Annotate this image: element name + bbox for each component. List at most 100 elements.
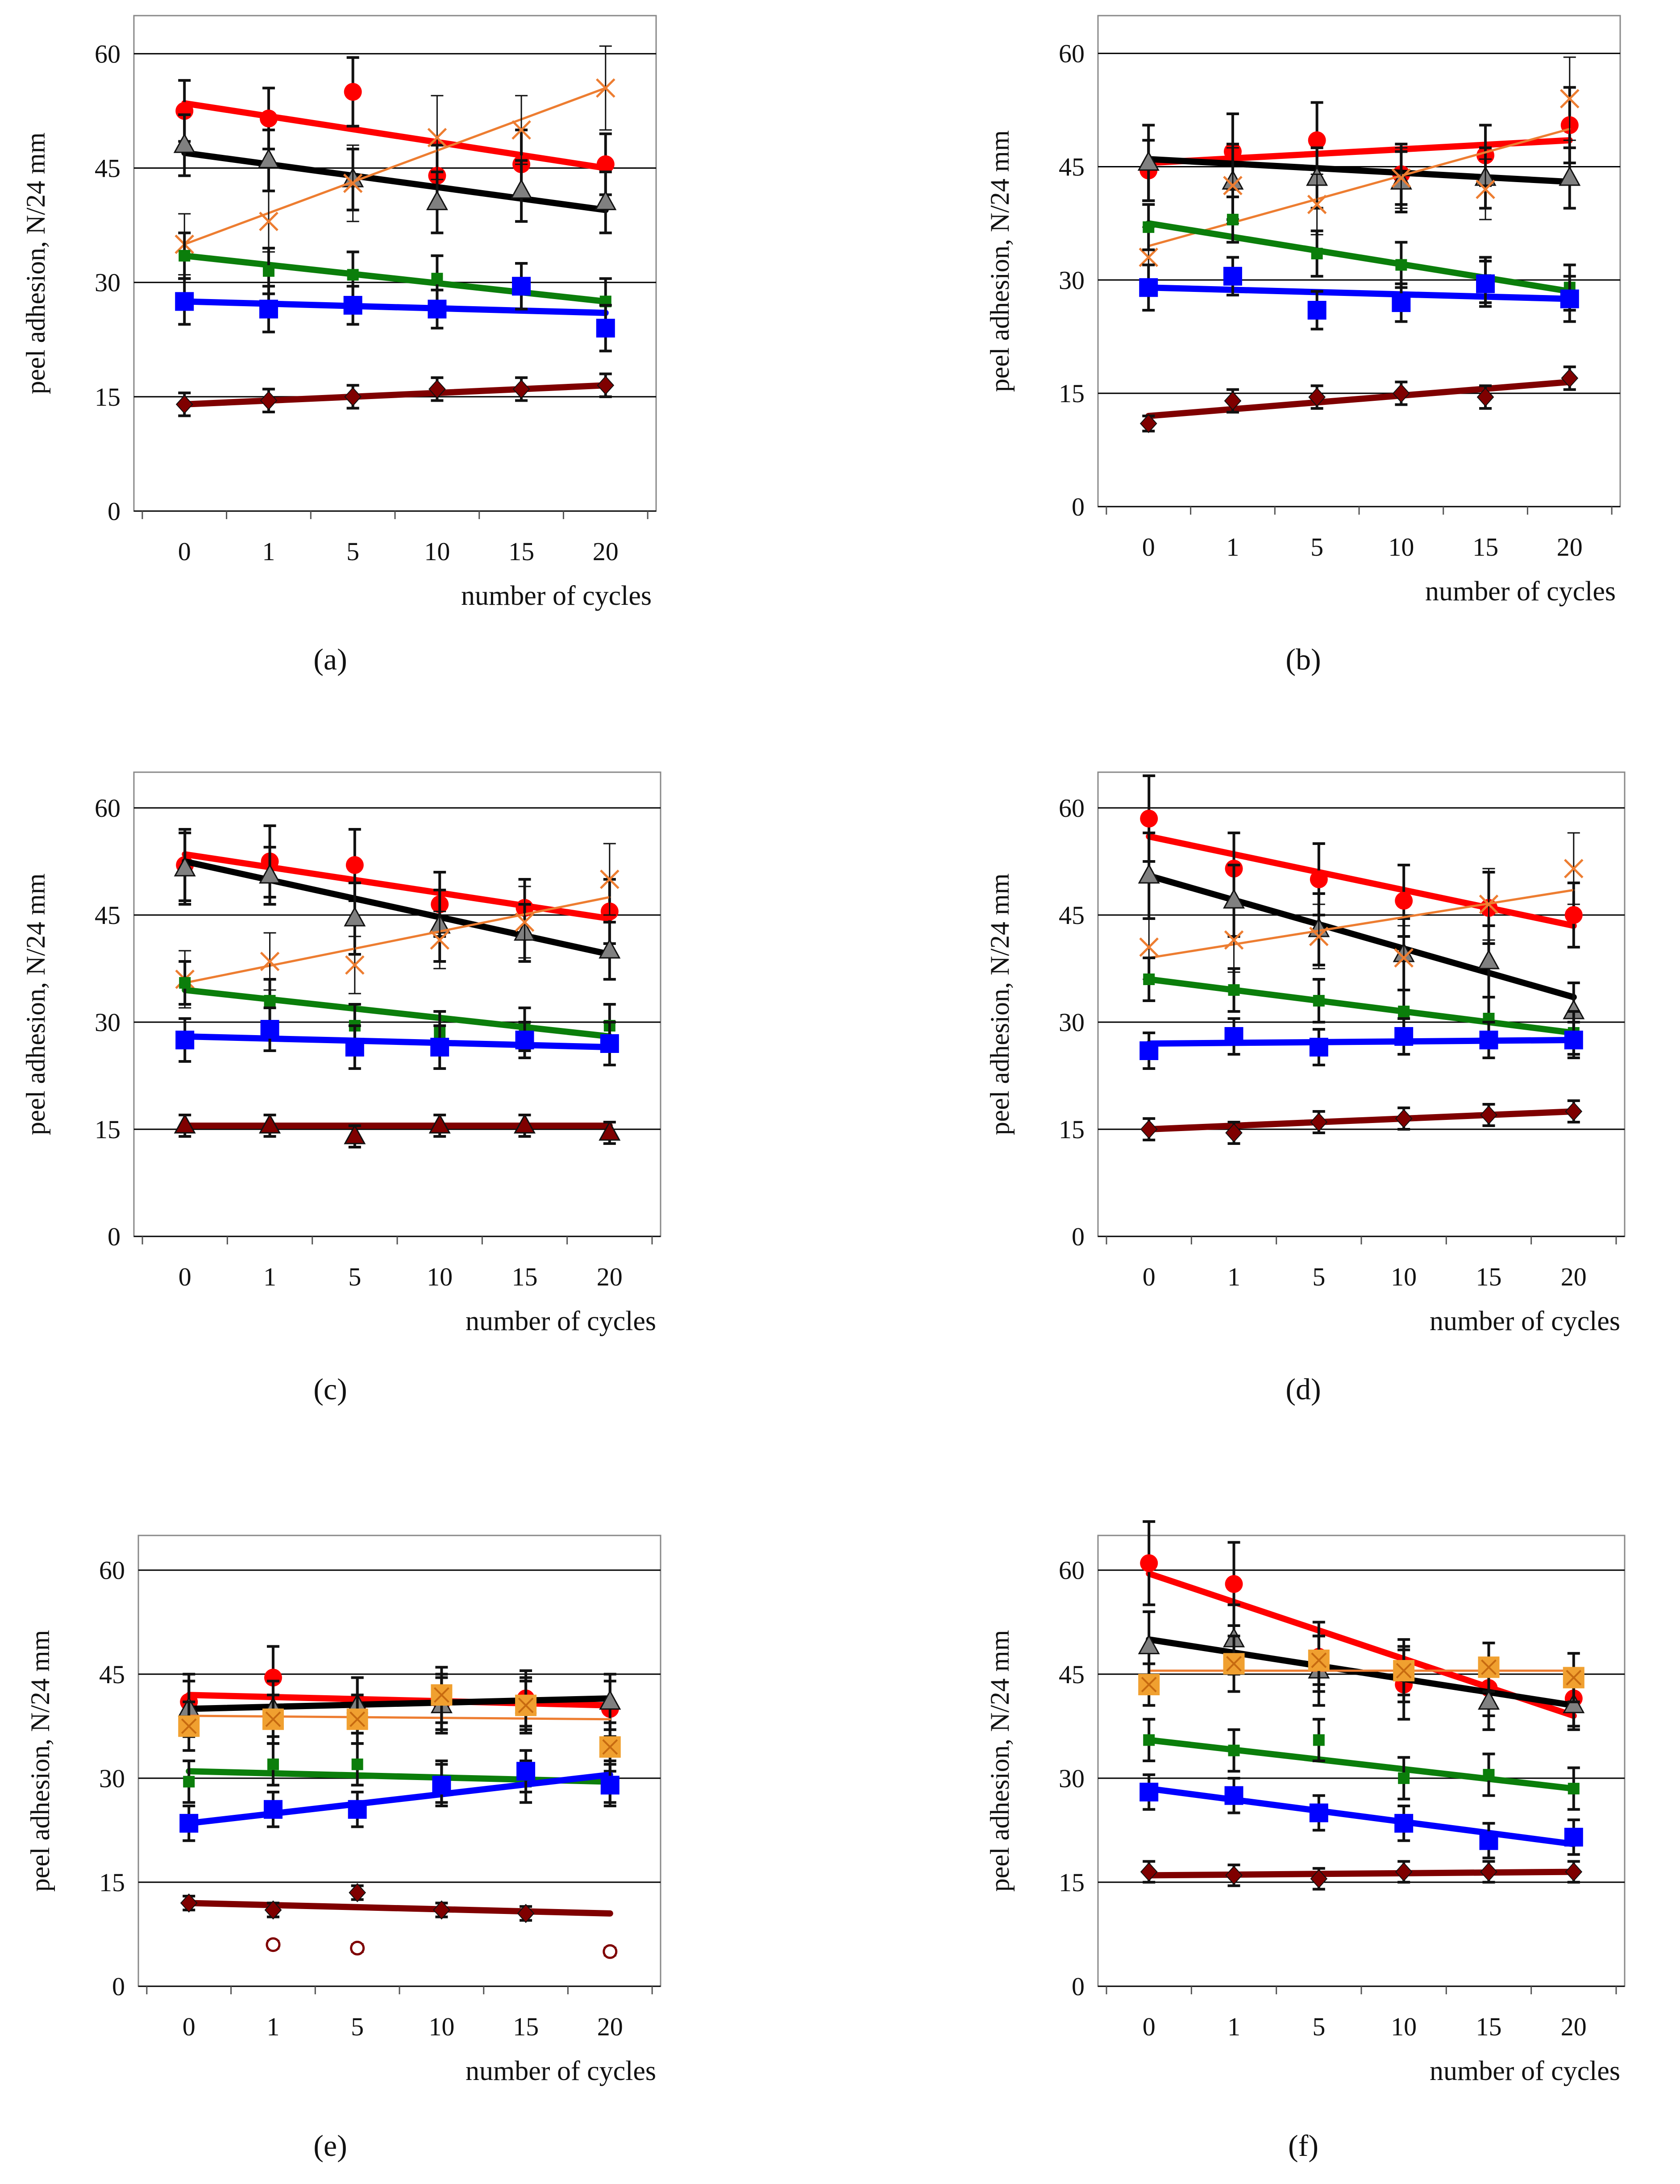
data-point <box>349 1883 366 1902</box>
data-point <box>1394 1027 1414 1046</box>
series-blue-square <box>175 1007 619 1070</box>
data-point <box>1476 179 1495 199</box>
data-point <box>260 1020 279 1039</box>
data-point <box>1310 1869 1328 1889</box>
trendline <box>182 1033 613 1050</box>
data-point <box>1483 1769 1495 1781</box>
y-tick-label: 15 <box>95 383 121 412</box>
data-point <box>173 133 195 153</box>
data-point <box>428 1113 451 1134</box>
data-point <box>1564 906 1583 924</box>
data-point <box>427 128 447 147</box>
data-point <box>1138 1634 1160 1655</box>
trendline <box>1146 1737 1577 1792</box>
x-tick-label: 20 <box>593 537 619 566</box>
data-point <box>512 379 530 399</box>
data-point <box>516 1762 536 1781</box>
data-point <box>345 955 365 975</box>
data-point <box>1480 1105 1497 1125</box>
data-point <box>511 120 531 140</box>
data-point <box>1143 1734 1155 1746</box>
series-blue-square <box>1139 1773 1583 1860</box>
data-point <box>1395 1862 1413 1882</box>
data-point <box>258 1113 281 1134</box>
data-point <box>1563 1693 1585 1714</box>
trendline <box>1145 220 1573 295</box>
data-point <box>1392 293 1411 312</box>
data-point <box>183 1776 195 1788</box>
y-tick-label: 30 <box>95 1008 121 1037</box>
data-point <box>1223 266 1242 286</box>
x-tick-label: 5 <box>1312 2012 1325 2041</box>
trendline <box>186 1692 613 1709</box>
data-point <box>596 319 615 338</box>
data-point <box>1137 150 1160 171</box>
data-point-cross <box>1226 1656 1242 1672</box>
data-point <box>179 977 191 989</box>
data-point-cross <box>1141 1676 1157 1693</box>
data-point <box>1227 213 1239 225</box>
data-point <box>260 391 278 410</box>
trendline <box>181 252 609 305</box>
y-axis-label: peel adhesion, N/24 mm <box>21 874 50 1136</box>
data-point <box>596 78 615 98</box>
y-tick-label: 45 <box>95 154 121 183</box>
data-point <box>344 83 362 101</box>
data-point <box>1479 1031 1498 1049</box>
data-point <box>1224 1027 1243 1046</box>
x-axis-label: number of cycles <box>461 581 652 611</box>
data-point <box>174 856 196 877</box>
data-point <box>428 379 446 399</box>
data-point <box>1224 1786 1243 1805</box>
trendline <box>1145 137 1573 166</box>
data-point <box>179 1814 199 1833</box>
x-tick-label: 1 <box>1227 1262 1240 1291</box>
plot-area-frame <box>1097 1535 1626 1987</box>
data-point <box>344 906 366 927</box>
panel-caption: (e) <box>313 2129 347 2163</box>
data-point <box>263 1800 283 1819</box>
y-tick-label: 0 <box>108 497 121 526</box>
data-point <box>1307 301 1327 320</box>
data-point-cross <box>1481 1659 1497 1675</box>
trendline <box>181 382 609 408</box>
series-orange_square-square-x <box>178 1666 621 1773</box>
data-point <box>260 952 280 971</box>
data-point <box>1310 870 1328 888</box>
data-point <box>1568 1783 1580 1795</box>
series-blue-square <box>1139 1017 1583 1070</box>
data-point <box>1143 221 1155 233</box>
x-tick-label: 10 <box>424 537 450 566</box>
trendline <box>186 1900 613 1917</box>
data-point <box>1223 176 1243 196</box>
data-point-cross <box>1566 1670 1582 1685</box>
y-tick-label: 0 <box>108 1222 121 1251</box>
x-tick-label: 20 <box>597 1262 623 1291</box>
data-point-cross <box>1311 1652 1327 1668</box>
x-tick-label: 1 <box>262 537 275 566</box>
data-point <box>1139 278 1158 297</box>
data-point <box>1310 1112 1328 1132</box>
y-axis-label: peel adhesion, N/24 mm <box>25 1630 55 1892</box>
series-orange-x <box>175 843 620 1009</box>
trendline <box>181 100 609 171</box>
data-point-cross <box>602 1739 618 1755</box>
y-axis-label: peel adhesion, N/24 mm <box>985 874 1015 1136</box>
trendline <box>1147 128 1571 247</box>
data-point <box>512 277 531 296</box>
x-tick-label: 15 <box>1476 1262 1501 1291</box>
data-point <box>1308 131 1326 150</box>
data-point <box>433 1900 450 1920</box>
plot-area-frame <box>133 15 657 512</box>
y-tick-label: 60 <box>99 1556 125 1585</box>
series-green-dash <box>183 1742 616 1804</box>
data-point <box>1313 1734 1325 1746</box>
data-point <box>426 190 448 210</box>
y-tick-label: 60 <box>95 794 121 823</box>
x-tick-label: 0 <box>1143 1262 1156 1291</box>
data-point-cross <box>433 1687 449 1703</box>
x-axis-label: number of cycles <box>1425 576 1616 607</box>
series-blue-square <box>175 262 615 353</box>
x-tick-label: 0 <box>1143 2012 1156 2041</box>
